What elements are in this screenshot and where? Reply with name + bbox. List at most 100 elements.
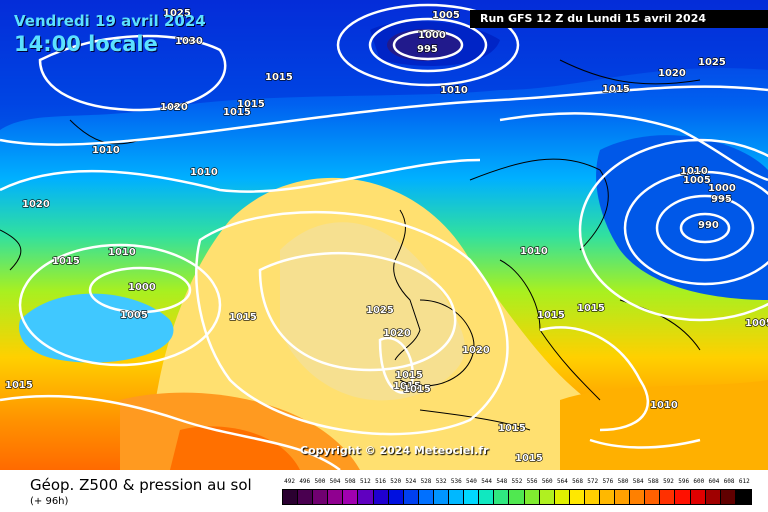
isobar-label: 990 xyxy=(698,220,719,231)
scale-swatch xyxy=(388,490,404,504)
scale-label: 524 xyxy=(405,478,417,485)
scale-swatch xyxy=(433,490,450,504)
scale-label: 588 xyxy=(647,478,659,485)
scale-label: 500 xyxy=(314,478,326,485)
isobar-label: 1015 xyxy=(393,381,421,392)
scale-swatch xyxy=(418,490,434,504)
scale-label: 612 xyxy=(738,478,750,485)
isobar-label: 995 xyxy=(711,194,732,205)
scale-label: 596 xyxy=(678,478,690,485)
isobar-label: 1015 xyxy=(602,84,630,95)
scale-bar xyxy=(282,489,752,505)
scale-swatch xyxy=(343,490,359,504)
isobar-label: 1010 xyxy=(650,400,678,411)
isobar-label: 1020 xyxy=(22,199,50,210)
scale-swatch xyxy=(615,490,631,504)
scale-label: 584 xyxy=(632,478,644,485)
scale-label: 504 xyxy=(329,478,341,485)
isobar-label: 1010 xyxy=(680,166,708,177)
scale-swatch xyxy=(705,490,721,504)
isobar-label: 1015 xyxy=(403,384,431,395)
scale-label: 608 xyxy=(723,478,735,485)
scale-swatch xyxy=(645,490,661,504)
isobar-label: 1010 xyxy=(520,246,548,257)
scale-labels: 492 496 500 504 508 512 516 520 524 528 532 536 540 5… xyxy=(282,478,752,488)
scale-swatch xyxy=(509,490,525,504)
isobar-label: 1010 xyxy=(190,167,218,178)
scale-swatch xyxy=(449,490,465,504)
scale-label: 548 xyxy=(496,478,508,485)
scale-label: 572 xyxy=(587,478,599,485)
scale-label: 532 xyxy=(435,478,447,485)
isobar-label: 1020 xyxy=(383,328,411,339)
isobar-label: 1010 xyxy=(92,145,120,156)
isobar-label: 1025 xyxy=(698,57,726,68)
scale-label: 576 xyxy=(602,478,614,485)
isobar-label: 1000 xyxy=(128,282,156,293)
scale-label: 528 xyxy=(420,478,432,485)
weather-map: 1025 1005 1030 1000 995 1015 1010 1015 1… xyxy=(0,0,768,470)
scale-swatch xyxy=(283,490,299,504)
isobar-label: 1000 xyxy=(418,30,446,41)
scale-swatch xyxy=(539,490,555,504)
scale-swatch xyxy=(735,490,751,504)
north-deep-blue xyxy=(0,0,768,130)
isobar-label: 1020 xyxy=(658,68,686,79)
scale-label: 512 xyxy=(359,478,371,485)
scale-label: 600 xyxy=(693,478,705,485)
isobar-label: 1010 xyxy=(440,85,468,96)
scale-swatch xyxy=(554,490,570,504)
isobar-label: 1015 xyxy=(229,312,257,323)
isobar-label: 1020 xyxy=(462,345,490,356)
scale-label: 520 xyxy=(390,478,402,485)
isobar-label: 1015 xyxy=(265,72,293,83)
isobar-label: 1015 xyxy=(515,453,543,464)
ridge-core xyxy=(280,222,465,401)
scale-label: 492 xyxy=(284,478,295,485)
isobar-label: 1015 xyxy=(52,256,80,267)
isobar-label: 1015 xyxy=(498,423,526,434)
isobar-label: 1000 xyxy=(708,183,736,194)
scale-label: 544 xyxy=(481,478,493,485)
scale-swatch xyxy=(373,490,389,504)
scale-label: 564 xyxy=(556,478,568,485)
footer-title: Géop. Z500 & pression au sol xyxy=(30,476,252,494)
scale-label: 568 xyxy=(572,478,583,485)
forecast-time: 14:00 locale xyxy=(14,32,158,56)
scale-label: 516 xyxy=(375,478,386,485)
scale-swatch xyxy=(569,490,585,504)
footer-subtitle: (+ 96h) xyxy=(30,496,69,507)
scale-label: 580 xyxy=(617,478,629,485)
scale-swatch xyxy=(584,490,600,504)
isobar-label: 1015 xyxy=(395,370,423,381)
scale-swatch xyxy=(599,490,616,504)
scale-swatch xyxy=(524,490,540,504)
isobar-label: 1025 xyxy=(366,305,394,316)
isobar-label: 1010 xyxy=(680,166,708,177)
scale-swatch xyxy=(494,490,510,504)
color-scale: 492 496 500 504 508 512 516 520 524 528 532 536 540 5… xyxy=(282,478,752,508)
scale-swatch xyxy=(358,490,374,504)
forecast-date: Vendredi 19 avril 2024 xyxy=(14,12,206,30)
isobar-label: 1005 xyxy=(745,318,768,329)
scale-swatch xyxy=(298,490,314,504)
isobar-label: 1005 xyxy=(432,10,460,21)
scale-swatch xyxy=(630,490,646,504)
scale-label: 592 xyxy=(663,478,674,485)
isobar-label: 995 xyxy=(417,44,438,55)
scale-label: 604 xyxy=(708,478,720,485)
southwest-warm xyxy=(170,426,300,470)
run-info: Run GFS 12 Z du Lundi 15 avril 2024 xyxy=(470,10,768,28)
scale-swatch xyxy=(720,490,736,504)
scale-label: 552 xyxy=(511,478,523,485)
isobar-label: 1015 xyxy=(5,380,33,391)
isobar-label: 1015 xyxy=(223,107,251,118)
scale-swatch xyxy=(660,490,676,504)
copyright: Copyright © 2024 Meteociel.fr xyxy=(300,444,489,457)
scale-label: 536 xyxy=(450,478,462,485)
isobar-labels: 1025 1005 1030 1000 995 1015 1010 1015 1… xyxy=(4,7,768,464)
scale-swatch xyxy=(690,490,706,504)
scale-swatch xyxy=(464,490,480,504)
scale-label: 560 xyxy=(541,478,553,485)
isobar-label: 1010 xyxy=(108,247,136,258)
